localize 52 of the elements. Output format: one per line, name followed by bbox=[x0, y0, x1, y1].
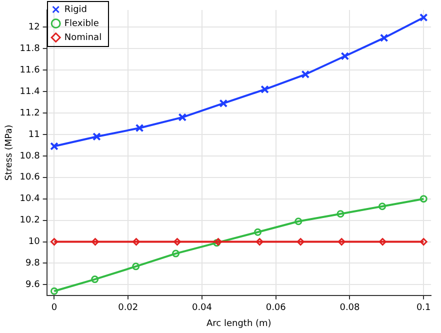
y-tick-label: 10.8 bbox=[20, 151, 40, 162]
x-tick-label: 0.08 bbox=[340, 303, 360, 314]
y-tick-label: 9.6 bbox=[26, 280, 40, 290]
point bbox=[378, 238, 386, 246]
y-tick-label: 11.6 bbox=[20, 65, 40, 76]
legend-label: Rigid bbox=[64, 4, 88, 15]
point bbox=[301, 70, 310, 79]
point bbox=[254, 228, 262, 236]
point bbox=[172, 250, 180, 258]
point bbox=[419, 13, 428, 22]
y-tick-label: 12 bbox=[28, 22, 40, 33]
point bbox=[91, 276, 99, 284]
y-axis-title: Stress (MPa) bbox=[4, 124, 15, 181]
point bbox=[50, 142, 58, 150]
point bbox=[296, 238, 304, 246]
y-tick-label: 10 bbox=[28, 237, 40, 248]
point bbox=[91, 238, 99, 246]
x-tick-label: 0.02 bbox=[118, 303, 138, 314]
point bbox=[294, 218, 302, 226]
point bbox=[420, 195, 428, 203]
y-tick-label: 11.2 bbox=[20, 108, 40, 118]
y-tick-label: 9.8 bbox=[26, 258, 40, 269]
point bbox=[219, 99, 228, 108]
point bbox=[50, 238, 58, 246]
y-tick-label: 11 bbox=[28, 130, 40, 140]
y-tick-label: 11.8 bbox=[20, 44, 40, 54]
point bbox=[92, 132, 101, 141]
point bbox=[420, 238, 428, 246]
x-tick-label: 0 bbox=[51, 303, 58, 314]
y-tick-label: 11.4 bbox=[20, 86, 40, 97]
point bbox=[132, 262, 140, 270]
point bbox=[340, 52, 350, 60]
x-tick-label: 0.1 bbox=[416, 303, 431, 314]
point bbox=[260, 85, 269, 94]
legend-label: Flexible bbox=[64, 18, 100, 29]
x-axis-title: Arc length (m) bbox=[206, 318, 272, 329]
point bbox=[336, 210, 344, 218]
point bbox=[378, 202, 386, 210]
legend-label: Nominal bbox=[64, 32, 102, 43]
x-tick-label: 0.04 bbox=[192, 303, 212, 314]
point bbox=[380, 34, 388, 42]
point bbox=[50, 287, 58, 295]
point bbox=[132, 238, 140, 246]
point bbox=[338, 238, 346, 246]
point bbox=[178, 113, 187, 122]
y-tick-label: 10.2 bbox=[20, 216, 40, 226]
y-tick-label: 10.6 bbox=[20, 172, 40, 183]
y-tick-label: 10.4 bbox=[20, 194, 40, 204]
point bbox=[256, 238, 264, 246]
x-tick-label: 0.06 bbox=[266, 303, 286, 314]
point bbox=[135, 124, 144, 132]
point bbox=[173, 238, 181, 246]
